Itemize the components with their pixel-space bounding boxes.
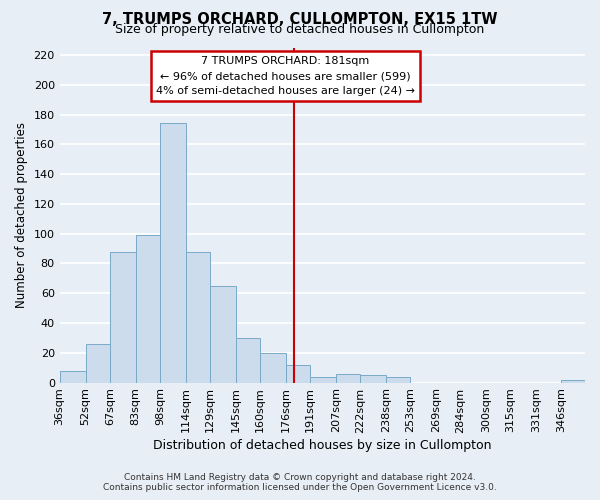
Bar — [210, 286, 236, 382]
Bar — [310, 376, 336, 382]
Text: 7, TRUMPS ORCHARD, CULLOMPTON, EX15 1TW: 7, TRUMPS ORCHARD, CULLOMPTON, EX15 1TW — [102, 12, 498, 28]
X-axis label: Distribution of detached houses by size in Cullompton: Distribution of detached houses by size … — [153, 440, 491, 452]
Text: 7 TRUMPS ORCHARD: 181sqm
← 96% of detached houses are smaller (599)
4% of semi-d: 7 TRUMPS ORCHARD: 181sqm ← 96% of detach… — [156, 56, 415, 96]
Bar — [160, 124, 186, 382]
Text: Contains HM Land Registry data © Crown copyright and database right 2024.
Contai: Contains HM Land Registry data © Crown c… — [103, 472, 497, 492]
Bar — [336, 374, 361, 382]
Bar — [260, 353, 286, 382]
Bar — [236, 338, 260, 382]
Bar — [186, 252, 210, 382]
Bar — [110, 252, 136, 382]
Bar — [361, 375, 386, 382]
Bar — [561, 380, 585, 382]
Bar — [136, 235, 160, 382]
Bar — [286, 364, 310, 382]
Bar — [86, 344, 110, 383]
Bar — [59, 370, 86, 382]
Text: Size of property relative to detached houses in Cullompton: Size of property relative to detached ho… — [115, 22, 485, 36]
Bar — [386, 376, 410, 382]
Y-axis label: Number of detached properties: Number of detached properties — [15, 122, 28, 308]
